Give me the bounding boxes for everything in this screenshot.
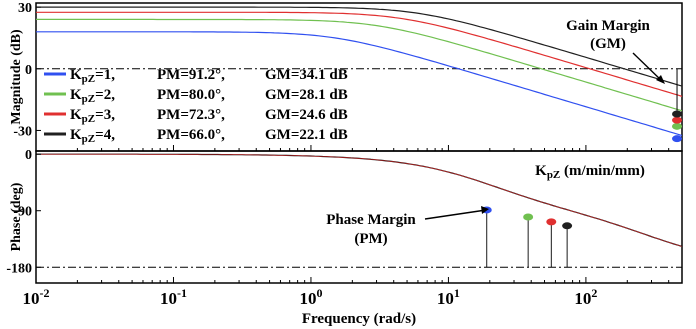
legend-pm-2: PM=80.0°, [157, 87, 225, 103]
phase-axis-title: Phase (deg) [9, 182, 24, 251]
legend-kpz-label-2: KpZ=2, [70, 87, 115, 105]
magnitude-axis-title: Magnitude (dB) [9, 29, 24, 125]
magnitude-panel: 30 0 -30 Magnitude (dB) KpZ=1, PM=91.2°, GM=… [9, 1, 683, 152]
x-tick-label: 10-1 [160, 286, 187, 308]
legend: KpZ=1, PM=91.2°, GM=34.1 dB KpZ=2, PM=80.0°,… [44, 67, 348, 145]
phase-margin-marker-3 [546, 218, 557, 226]
magnitude-y-ticks: 30 0 -30 [13, 1, 41, 139]
gain-margin-marker-3 [672, 116, 682, 124]
magnitude-y-tick-label: -30 [13, 124, 32, 139]
legend-gm-2: GM=28.1 dB [265, 87, 348, 103]
magnitude-curves [36, 6, 682, 143]
legend-gm-1: GM=34.1 dB [265, 67, 348, 83]
phase-y-tick-label: -180 [6, 261, 32, 276]
legend-kpz-label-3: KpZ=3, [70, 107, 115, 125]
x-ticks: 10-2 10-1 100 101 102 [23, 145, 683, 308]
legend-kpz-label-1: KpZ=1, [70, 67, 115, 85]
gain-margin-annotation: Gain Margin (GM) [566, 18, 665, 84]
legend-kpz-label-4: KpZ=4, [70, 127, 115, 145]
phase-margin-abbrev: (PM) [354, 231, 387, 247]
magnitude-curve-kpz-3 [36, 11, 682, 97]
phase-margin-label: Phase Margin [326, 212, 416, 228]
legend-pm-1: PM=91.2°, [157, 67, 225, 83]
magnitude-curve-kpz-1 [36, 31, 682, 137]
x-tick-label: 100 [299, 286, 322, 308]
phase-frame [35, 150, 683, 284]
units-label: KpZ (m/min/mm) [535, 163, 645, 181]
gain-margin-label: Gain Margin [566, 18, 650, 34]
phase-margin-marker-4 [562, 222, 573, 230]
phase-margin-arrow [424, 209, 487, 220]
gain-margin-marker-2 [672, 122, 682, 130]
gain-margin-marker-4 [672, 110, 682, 118]
legend-pm-3: PM=72.3°, [157, 107, 225, 123]
x-tick-label: 102 [574, 286, 597, 308]
phase-curve-overlay [36, 153, 682, 247]
phase-curves [36, 153, 682, 268]
magnitude-y-tick-label: 30 [18, 1, 32, 16]
phase-margin-arrowhead [481, 206, 489, 214]
magnitude-y-tick-label: 0 [25, 63, 32, 78]
gain-margin-arrow [632, 52, 664, 83]
x-tick-label: 101 [437, 286, 460, 308]
legend-gm-3: GM=24.6 dB [265, 107, 348, 123]
x-axis-title: Frequency (rad/s) [302, 311, 416, 327]
phase-panel: 0 -90 -180 10-2 10-1 100 101 102 Phase (deg) F… [6, 145, 683, 327]
magnitude-curve-kpz-2 [36, 18, 682, 112]
phase-y-tick-label: 0 [25, 148, 32, 163]
phase-y-ticks: 0 -90 -180 [6, 148, 41, 276]
magnitude-curve-kpz-4 [36, 6, 682, 87]
gain-margin-abbrev: (GM) [590, 36, 626, 52]
legend-gm-4: GM=22.1 dB [265, 127, 348, 143]
x-tick-label: 10-2 [23, 286, 50, 308]
phase-y-tick-label: -90 [13, 205, 32, 220]
gain-margin-arrowhead [656, 75, 665, 84]
phase-margin-marker-2 [523, 213, 534, 221]
phase-margin-annotation: Phase Margin (PM) [326, 206, 489, 247]
gain-margin-marker-1 [672, 135, 682, 143]
legend-pm-4: PM=66.0°, [157, 127, 225, 143]
